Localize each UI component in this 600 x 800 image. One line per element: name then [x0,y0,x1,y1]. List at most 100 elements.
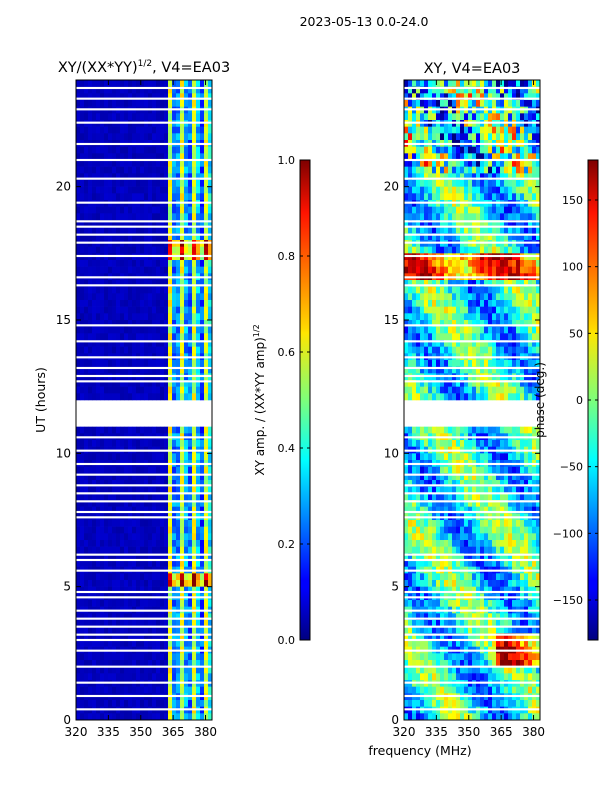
heatmap-cell [176,146,181,154]
heatmap-cell [532,226,537,234]
heatmap-cell [80,520,85,527]
heatmap-cell [144,113,149,121]
heatmap-cell [160,426,165,434]
heatmap-cell [208,506,213,514]
heatmap-cell [184,286,189,294]
heatmap-cell [460,300,465,307]
heatmap-cell [436,213,441,221]
heatmap-cell [100,600,105,607]
heatmap-cell [168,326,173,334]
heatmap-cell [164,480,169,487]
heatmap-cell [412,193,417,201]
heatmap-cell [152,206,157,214]
heatmap-cell [84,86,89,94]
heatmap-cell [536,226,541,234]
heatmap-cell [200,540,205,547]
heatmap-cell [88,286,93,294]
heatmap-cell [116,266,121,274]
heatmap-cell [136,260,141,267]
heatmap-cell [200,686,205,694]
heatmap-cell [492,380,497,387]
heatmap-cell [516,260,521,267]
heatmap-cell [160,386,165,394]
heatmap-cell [156,233,161,241]
heatmap-cell [504,300,509,307]
heatmap-cell [140,260,145,267]
heatmap-cell [120,426,125,434]
heatmap-cell [164,233,169,241]
heatmap-cell [76,546,81,554]
heatmap-cell [132,166,137,174]
heatmap-cell [496,146,501,154]
heatmap-cell [448,93,453,101]
heatmap-cell [500,246,505,254]
heatmap-cell [208,620,213,627]
heatmap-cell [424,286,429,294]
heatmap-cell [404,173,409,181]
heatmap-cell [188,493,193,501]
heatmap-cell [472,246,477,254]
heatmap-cell [124,600,129,607]
heatmap-cell [516,380,521,387]
heatmap-cell [172,500,177,507]
heatmap-cell [76,686,81,694]
heatmap-cell [108,553,113,561]
heatmap-cell [204,626,209,634]
heatmap-cell [100,626,105,634]
heatmap-cell [520,306,525,314]
heatmap-cell [76,166,81,174]
heatmap-cell [104,440,109,447]
heatmap-cell [524,340,529,347]
heatmap-cell [480,100,485,107]
heatmap-cell [512,213,517,221]
heatmap-cell [512,313,517,321]
heatmap-cell [100,93,105,101]
heatmap-cell [412,320,417,327]
heatmap-cell [120,366,125,374]
heatmap-cell [424,80,429,87]
heatmap-cell [524,326,529,334]
heatmap-cell [420,166,425,174]
heatmap-cell [108,546,113,554]
heatmap-cell [492,80,497,87]
heatmap-cell [524,360,529,367]
heatmap-cell [92,453,97,461]
heatmap-cell [92,300,97,307]
heatmap-cell [176,180,181,187]
heatmap-cell [432,393,437,401]
heatmap-cell [148,146,153,154]
heatmap-cell [448,320,453,327]
heatmap-cell [184,293,189,301]
heatmap-cell [516,213,521,221]
heatmap-cell [484,260,489,267]
heatmap-cell [508,393,513,401]
heatmap-cell [84,500,89,507]
heatmap-cell [152,260,157,267]
heatmap-cell [172,146,177,154]
heatmap-cell [516,393,521,401]
heatmap-cell [204,500,209,507]
heatmap-cell [204,333,209,341]
heatmap-cell [96,346,101,354]
heatmap-cell [156,440,161,447]
heatmap-cell [492,440,497,447]
heatmap-cell [160,553,165,561]
heatmap-cell [460,233,465,241]
heatmap-cell [184,93,189,101]
heatmap-cell [200,133,205,141]
heatmap-cell [116,453,121,461]
flagged-row [76,121,212,124]
heatmap-cell [168,340,173,347]
heatmap-cell [204,346,209,354]
heatmap-cell [96,126,101,134]
heatmap-cell [204,80,209,87]
heatmap-cell [96,506,101,514]
heatmap-cell [440,160,445,167]
heatmap-cell [128,453,133,461]
heatmap-cell [436,306,441,314]
heatmap-cell [108,520,113,527]
heatmap-cell [136,100,141,107]
heatmap-cell [424,206,429,214]
heatmap-cell [184,133,189,141]
heatmap-cell [148,660,153,667]
